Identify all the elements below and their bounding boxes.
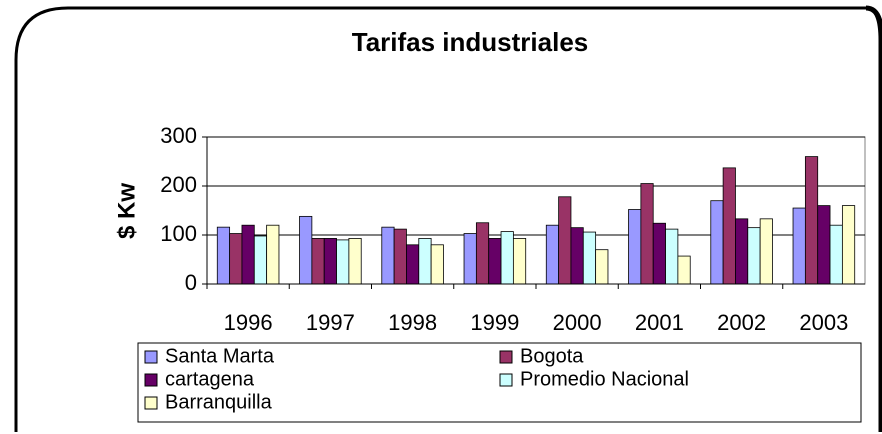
legend-label: Santa Marta [165, 345, 275, 367]
legend-swatch [144, 396, 158, 410]
bar [804, 156, 819, 285]
bar [545, 224, 560, 285]
x-tick-label: 1996 [224, 310, 273, 335]
x-tick-label: 2000 [553, 310, 602, 335]
bar [323, 238, 337, 285]
bar [595, 249, 609, 285]
bar [348, 238, 362, 285]
bar [253, 235, 268, 285]
x-tick-label: 1997 [306, 310, 355, 335]
legend-swatch [499, 350, 513, 364]
x-tick-label: 2001 [635, 310, 684, 335]
y-axis-label: $ Kw [113, 183, 140, 239]
bar [570, 227, 584, 285]
bar [722, 167, 736, 285]
x-tick-label: 2003 [799, 310, 848, 335]
legend-label: Barranquilla [165, 391, 273, 413]
bar [406, 244, 420, 285]
bar [336, 239, 350, 285]
y-tick-label: 300 [160, 123, 197, 148]
bar [475, 222, 490, 285]
bar [266, 224, 280, 285]
bar [463, 233, 477, 285]
bar [500, 231, 514, 285]
legend-label: Bogota [520, 345, 584, 367]
y-tick-label: 0 [185, 270, 197, 295]
bar [677, 255, 691, 285]
y-tick-label: 100 [160, 221, 197, 246]
bar [488, 238, 502, 285]
bar [735, 218, 749, 285]
bar [216, 226, 231, 285]
bar [829, 224, 843, 285]
bar [393, 228, 407, 285]
bar [558, 196, 572, 285]
bar [665, 228, 679, 285]
legend-swatch [499, 373, 513, 387]
bar [710, 200, 724, 285]
bar [817, 205, 831, 285]
bar [430, 244, 444, 285]
y-tick-label: 200 [160, 172, 197, 197]
frame-shadow [865, 5, 882, 432]
bar [299, 215, 313, 285]
legend-swatch [144, 350, 158, 364]
x-tick-label: 1999 [470, 310, 519, 335]
bar [381, 226, 395, 285]
legend-label: cartagena [165, 368, 255, 390]
bar [582, 231, 597, 285]
bar [241, 224, 255, 285]
legend-label: Promedio Nacional [520, 368, 689, 390]
bar [759, 218, 773, 285]
chart-title: Tarifas industriales [352, 27, 589, 57]
x-tick-label: 1998 [388, 310, 437, 335]
bar [792, 207, 806, 285]
bar [229, 233, 243, 285]
bar [628, 209, 642, 285]
x-tick-label: 2002 [717, 310, 766, 335]
bar [311, 238, 325, 285]
bar [841, 205, 856, 285]
bar [640, 183, 654, 285]
bar [418, 238, 432, 285]
bar [512, 238, 527, 285]
legend-swatch [144, 373, 158, 387]
bar [652, 222, 666, 285]
bar [747, 227, 761, 285]
